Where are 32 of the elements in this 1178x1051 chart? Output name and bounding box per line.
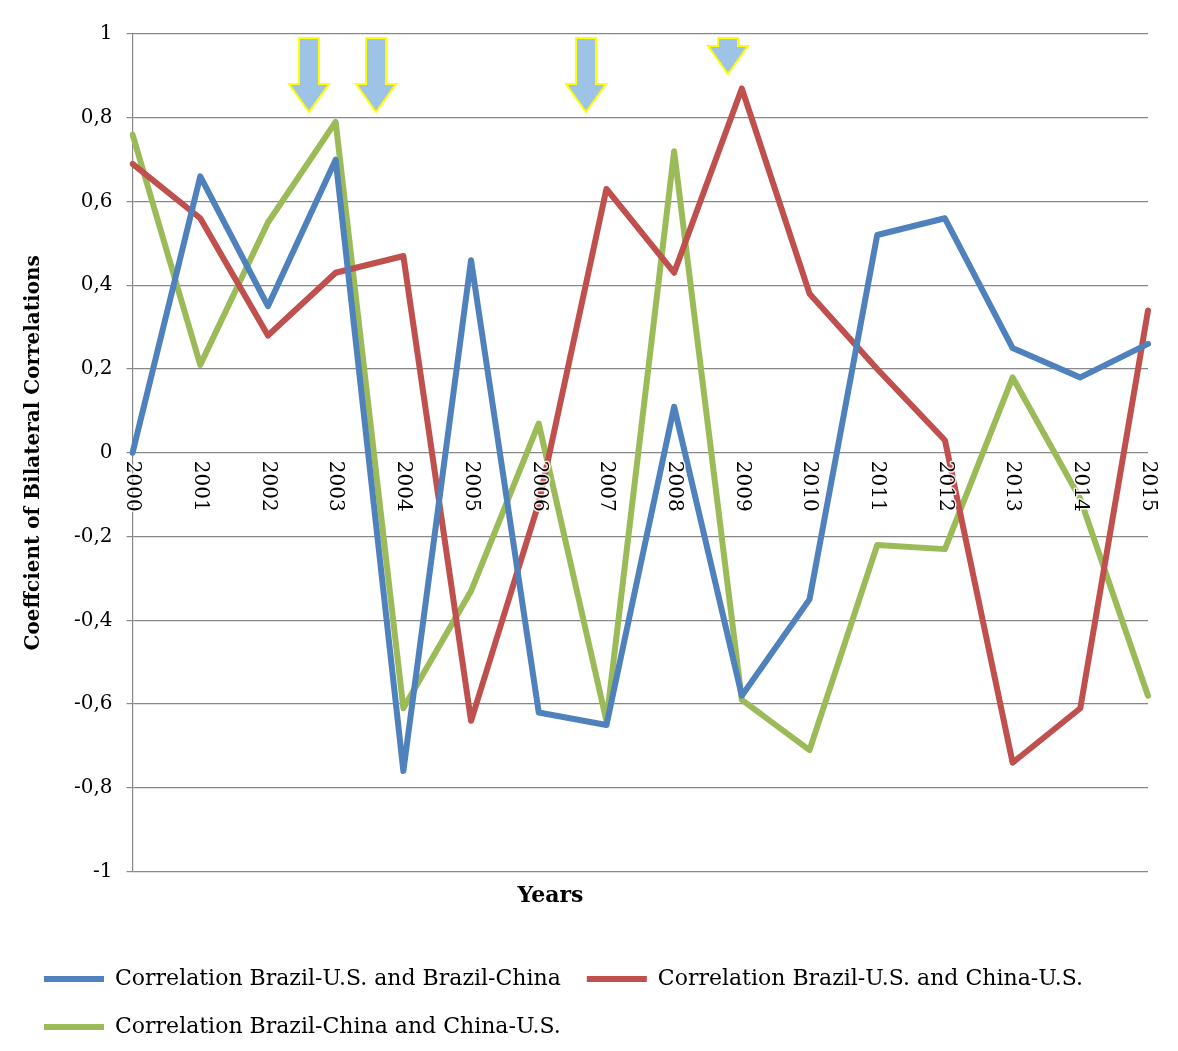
y-tick-label: 0,4 (80, 271, 113, 296)
x-axis-title: Years (516, 881, 584, 908)
x-tick-label: 2001 (190, 460, 215, 512)
x-tick-label: 2014 (1070, 460, 1095, 512)
x-tick-label: 2006 (528, 460, 553, 512)
legend-label: Correlation Brazil-U.S. and China-U.S. (657, 964, 1083, 990)
x-tick-label: 2009 (731, 460, 756, 512)
y-tick-label: -0,8 (73, 774, 113, 799)
y-tick-label: -1 (93, 857, 113, 882)
y-tick-label: 0,6 (80, 187, 113, 212)
x-tick-label: 2008 (663, 460, 688, 512)
legend-label: Correlation Brazil-U.S. and Brazil-China (115, 964, 561, 990)
x-tick-label: 2007 (596, 460, 621, 512)
x-tick-label: 2000 (122, 460, 147, 512)
x-tick-label: 2013 (1002, 460, 1027, 512)
y-tick-label: 0,8 (80, 103, 113, 128)
legend-label: Correlation Brazil-China and China-U.S. (115, 1012, 561, 1038)
y-tick-label: 0,2 (80, 355, 113, 380)
x-tick-label: 2003 (325, 460, 350, 512)
x-tick-label: 2004 (393, 460, 418, 512)
y-axis-title: Coeffcient of Bilateral Correlations (20, 255, 45, 651)
x-tick-label: 2011 (867, 460, 892, 512)
x-tick-label: 2010 (799, 460, 824, 512)
x-tick-label: 2005 (460, 460, 485, 512)
x-tick-label: 2012 (934, 460, 959, 512)
y-tick-label: -0,2 (73, 522, 113, 547)
x-tick-label: 2002 (257, 460, 282, 512)
y-tick-label: 0 (99, 439, 113, 463)
y-tick-label: -0,6 (73, 690, 113, 715)
y-tick-label: -0,4 (73, 606, 113, 631)
x-tick-label: 2015 (1137, 460, 1162, 512)
y-tick-label: 1 (99, 20, 113, 45)
